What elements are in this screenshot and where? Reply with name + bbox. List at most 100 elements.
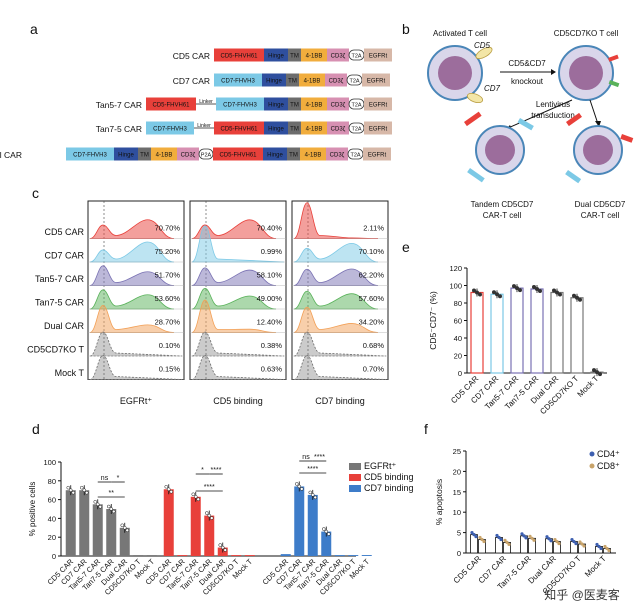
- bar-d: [190, 496, 201, 556]
- construct-name-2: Tan5-7 CAR: [96, 100, 142, 110]
- tandem-label-1: Tandem CD5CD7: [471, 200, 534, 209]
- flow-row-label-0: CD5 CAR: [44, 227, 84, 237]
- y-tick-label: 80: [48, 477, 56, 486]
- segment-label: TM: [290, 54, 299, 60]
- cd5-label: CD5: [474, 41, 491, 50]
- data-point: [297, 484, 301, 489]
- tandem-car-receptor-3: [517, 118, 534, 131]
- bar-d: [321, 531, 332, 556]
- data-point: [311, 493, 315, 497]
- segment-label: CD5-FHVH61: [220, 127, 258, 133]
- segment-label: Hinge: [268, 103, 284, 109]
- data-point: [505, 540, 509, 544]
- bar-d: [294, 486, 305, 556]
- data-point: [547, 537, 551, 541]
- flow-histogram-curve: [293, 355, 387, 380]
- segment-label: CD3ζ: [331, 54, 346, 60]
- data-point: [478, 292, 482, 297]
- data-point: [520, 532, 524, 536]
- panel-label-b: b: [402, 21, 410, 37]
- data-point: [80, 485, 84, 490]
- construct-name-3: Tan7-5 CAR: [96, 124, 142, 134]
- y-tick-label: 80: [454, 299, 462, 308]
- data-point: [112, 509, 116, 514]
- data-point: [575, 295, 579, 300]
- segment-label: 4-1BB: [305, 153, 322, 159]
- flow-histogram-curve: [191, 225, 285, 263]
- data-point: [578, 540, 582, 544]
- segment-box: [299, 73, 325, 87]
- flow-percentage-label: 58.10%: [257, 271, 283, 280]
- y-tick-label: 60: [48, 496, 56, 505]
- flow-histogram-curve: [89, 331, 183, 357]
- segment-label: EGFRt: [367, 79, 386, 85]
- bar-d: [231, 555, 242, 556]
- flow-percentage-label: 51.70%: [155, 271, 181, 280]
- cd7-antigen: [466, 92, 484, 104]
- segment-label: CD7-FHVH3: [221, 79, 255, 85]
- segment-box: [177, 147, 199, 161]
- flow-percentage-label: 53.60%: [155, 294, 181, 303]
- data-point: [107, 504, 111, 509]
- data-point: [572, 539, 576, 544]
- data-point: [93, 500, 97, 504]
- data-point: [82, 488, 86, 492]
- data-point: [595, 370, 599, 375]
- segment-label: 4-1BB: [156, 153, 173, 159]
- data-point: [69, 488, 73, 492]
- bar-d: [163, 489, 174, 556]
- data-point: [495, 292, 499, 297]
- segment-label: 4-1BB: [306, 103, 323, 109]
- flow-histogram-curve: [293, 290, 379, 310]
- bar-d: [92, 504, 103, 556]
- segment-box: [325, 73, 347, 87]
- construct-name-0: CD5 CAR: [173, 51, 210, 61]
- segment-label: TM: [140, 153, 149, 159]
- significance-label: ns: [302, 454, 310, 461]
- y-tick-label: 60: [454, 317, 462, 326]
- lenti-label-2: transduction: [531, 111, 575, 120]
- segment-label: CD3ζ: [181, 153, 196, 159]
- dual-car-receptor-3: [620, 133, 634, 143]
- flow-histogram-curve: [191, 267, 277, 286]
- tandem-label-2: CAR-T cell: [483, 211, 522, 220]
- flow-histogram-curve: [191, 288, 277, 310]
- y-tick-label: 10: [453, 508, 461, 517]
- segment-label: 4-1BB: [306, 127, 323, 133]
- flow-histogram-curve: [293, 306, 379, 333]
- flow-percentage-label: 0.99%: [261, 247, 283, 256]
- bar-d: [280, 554, 291, 556]
- segment-label: CD3ζ: [331, 103, 346, 109]
- y-tick-label: 0: [457, 549, 461, 558]
- legend-marker: [589, 451, 595, 457]
- bar-e: [570, 297, 584, 374]
- segment-label: TM: [290, 127, 299, 133]
- data-point: [96, 502, 100, 507]
- segment-box: [288, 48, 301, 62]
- segment-box: [326, 147, 348, 161]
- dual-label-1: Dual CD5CD7: [575, 200, 626, 209]
- segment-box: [263, 147, 287, 161]
- y-axis-label: % apoptosis: [434, 479, 444, 525]
- segment-box: [364, 48, 392, 62]
- flow-row-label-5: CD5CD7KO T: [27, 345, 84, 355]
- segment-box: [301, 48, 327, 62]
- panel-label-c: c: [32, 185, 39, 201]
- significance-label: ns: [101, 475, 109, 482]
- flow-percentage-label: 0.10%: [159, 341, 181, 350]
- significance-label: ****: [204, 484, 215, 491]
- data-point: [498, 294, 502, 299]
- data-point: [327, 532, 331, 536]
- flow-histogram-panel: CD5 CAR CD7 CAR Tan5-7 CAR Tan7-5 CAR Dual C…: [27, 200, 389, 406]
- segment-box: [214, 48, 264, 62]
- segment-label: Hinge: [267, 153, 283, 159]
- y-tick-label: 15: [453, 488, 461, 497]
- flow-percentage-label: 70.10%: [359, 247, 385, 256]
- data-point: [196, 497, 200, 502]
- ko-car-2: [608, 80, 620, 88]
- data-point: [530, 536, 534, 540]
- data-point: [518, 288, 522, 293]
- legend-swatch: [349, 485, 361, 492]
- segment-label: T2A: [351, 127, 361, 133]
- data-point: [191, 492, 195, 497]
